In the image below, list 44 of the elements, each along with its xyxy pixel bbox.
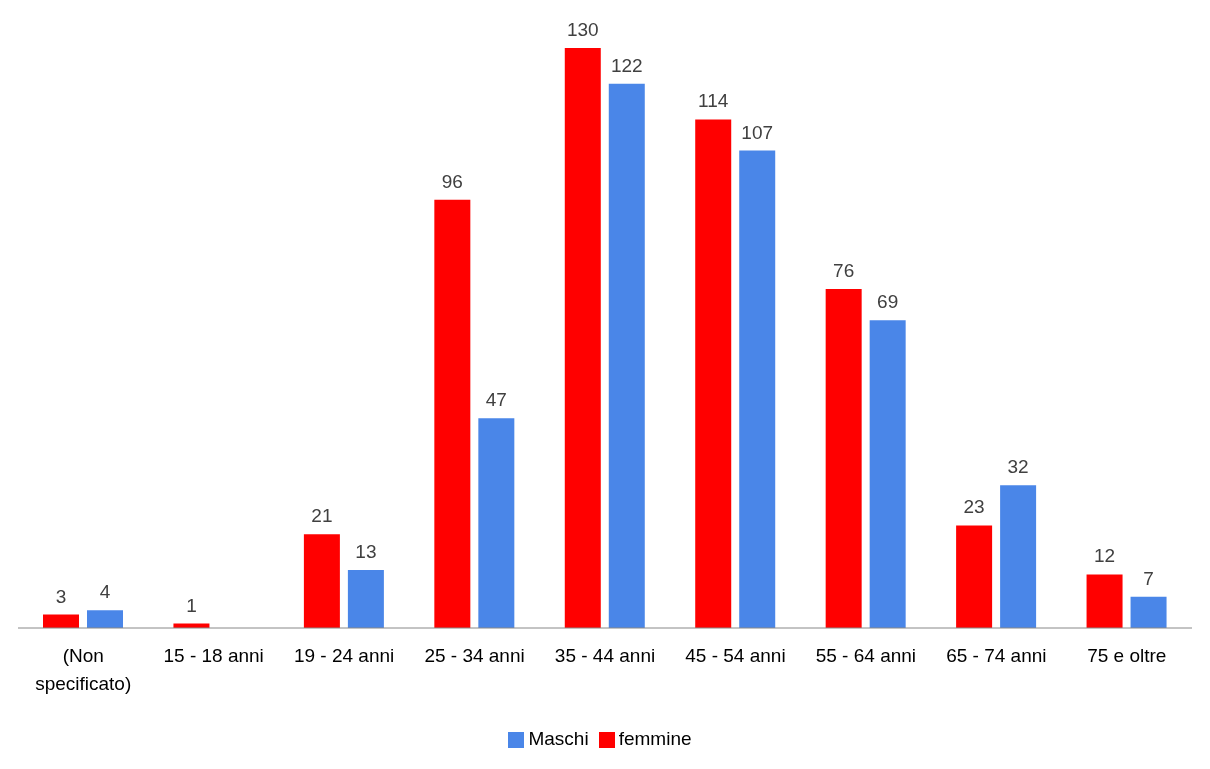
data-label: 130 <box>566 19 599 40</box>
bar <box>43 614 79 628</box>
x-tick-label: 35 - 44 anni <box>554 645 656 666</box>
data-label: 12 <box>1093 545 1116 567</box>
x-tick-label: 75 e oltre <box>1087 645 1167 666</box>
x-tick-label: 55 - 64 anni <box>815 645 917 666</box>
x-tick-label: 45 - 54 anni <box>685 645 786 666</box>
x-tick-label: (Non specificato) <box>35 645 132 694</box>
data-label: 69 <box>877 291 899 313</box>
bar <box>956 525 993 628</box>
bar <box>434 199 471 628</box>
data-label: 21 <box>311 505 333 527</box>
data-label: 7 <box>1143 567 1154 589</box>
data-label: 23 <box>963 496 985 518</box>
x-tick-label: 25 - 34 anni <box>424 645 525 666</box>
data-label: 1 <box>186 594 197 616</box>
data-label: 96 <box>441 170 463 192</box>
legend-label: Maschi <box>528 728 589 749</box>
bar <box>87 610 123 628</box>
data-label: 122 <box>610 54 643 76</box>
bar <box>739 150 776 628</box>
bar <box>695 119 732 628</box>
data-label: 13 <box>355 541 377 562</box>
x-tick-label: 65 - 74 anni <box>946 645 1047 666</box>
data-label: 3 <box>55 585 67 607</box>
bar <box>1086 574 1123 628</box>
bar <box>825 288 862 628</box>
x-tick-label: 19 - 24 anni <box>293 645 395 666</box>
data-label: 76 <box>833 259 855 281</box>
bar <box>608 83 645 628</box>
bar <box>1130 596 1167 628</box>
bar <box>869 320 906 628</box>
data-label: 107 <box>741 121 774 143</box>
data-label: 4 <box>99 581 111 603</box>
bar <box>478 418 515 628</box>
data-label: 47 <box>485 389 507 411</box>
legend-label: femmine <box>618 728 692 749</box>
data-label: 32 <box>1007 456 1029 478</box>
bar <box>347 570 384 628</box>
x-tick-label: 15 - 18 anni <box>163 645 264 666</box>
bar <box>1000 485 1037 628</box>
bar <box>564 48 601 628</box>
bar <box>303 534 340 628</box>
data-label: 114 <box>698 90 729 112</box>
